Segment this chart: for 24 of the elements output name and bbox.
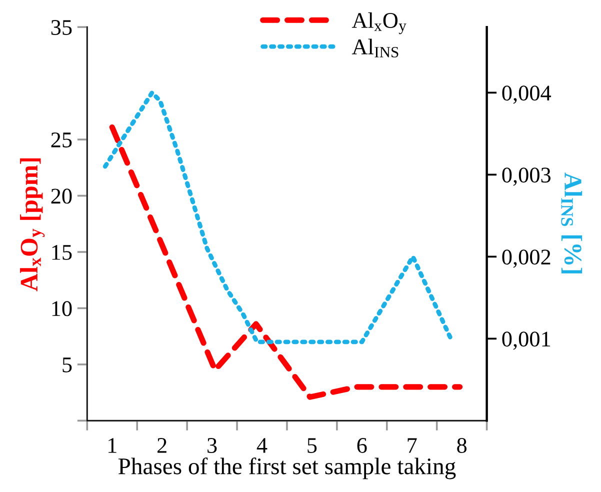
x-tick-label: 4 (256, 438, 268, 453)
x-axis-title: Phases of the first set sample taking (118, 457, 456, 480)
y-tick-label: 5 (62, 358, 72, 372)
y-axis-title: Al$_{x}$O$_{y}$ [ppm] (20, 158, 45, 292)
x-tick-label: 7 (408, 438, 417, 453)
y2-axis-title: Al$_{INS}$ [%] (561, 172, 582, 274)
y-tick-label: 20 (51, 188, 72, 204)
y-tick-label: 35 (51, 20, 72, 35)
x-tick-label: 8 (457, 438, 467, 453)
y2-tick-label: 0,004 (502, 86, 552, 104)
y2-tick-label: 0,001 (502, 332, 550, 350)
legend-label: Al$_{x}$O$_{y}$ (352, 12, 406, 34)
legend-label: Al$_{INS}$ (352, 38, 398, 58)
line-series (102, 90, 454, 344)
y2-tick-label: 0,003 (502, 168, 551, 186)
x-tick-label: 6 (357, 438, 367, 453)
x-tick-label: 2 (158, 438, 166, 453)
x-tick-label: 3 (208, 438, 217, 453)
y-tick-label: 10 (52, 301, 72, 316)
y-tick-label: 25 (51, 132, 72, 148)
x-tick-label: 5 (308, 438, 317, 453)
y-tick-label: 15 (52, 245, 72, 260)
x-tick-label: 1 (108, 438, 116, 453)
y2-tick-label: 0,002 (502, 250, 550, 268)
